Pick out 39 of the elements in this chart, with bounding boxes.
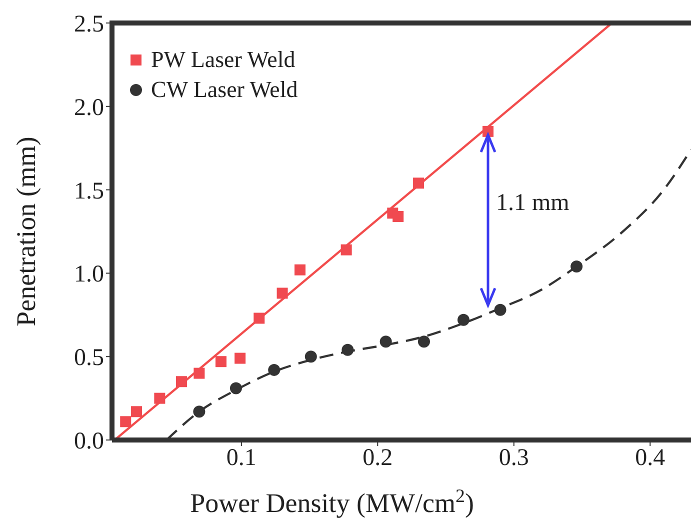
point — [570, 260, 583, 273]
point — [254, 312, 265, 324]
legend-label: PW Laser Weld — [151, 46, 296, 74]
point — [494, 304, 506, 316]
x-axis-title: Power Density (MW/cm$^{2}$) — [190, 486, 474, 518]
point — [268, 364, 280, 376]
x-tick-label: 0.2 — [362, 445, 393, 472]
legend-label: CW Laser Weld — [151, 76, 298, 104]
point — [176, 376, 187, 388]
point — [154, 392, 166, 404]
y-tick-label: 0.0 — [74, 428, 104, 455]
point — [413, 178, 424, 189]
point — [230, 382, 242, 394]
point — [342, 344, 354, 356]
point — [131, 406, 142, 418]
point — [215, 356, 226, 368]
y-tick-label: 1.0 — [74, 262, 104, 288]
annotation: 1.1 mm — [496, 190, 570, 216]
point — [194, 368, 205, 379]
x-tick-label: 0.3 — [498, 445, 529, 472]
point — [294, 264, 306, 276]
y-axis-title: Penetration (mm) — [11, 136, 41, 326]
point — [304, 350, 317, 363]
point — [193, 406, 206, 418]
x-tick-label: 0.1 — [226, 445, 256, 472]
x-tick-label: 0.4 — [635, 445, 666, 472]
point — [120, 416, 132, 428]
point — [276, 288, 288, 299]
point — [457, 314, 470, 326]
y-tick-label: 0.5 — [74, 345, 104, 372]
point — [234, 352, 246, 364]
y-tick-label: 2.5 — [74, 12, 104, 38]
point — [418, 336, 430, 348]
y-tick-label: 1.5 — [74, 178, 104, 204]
point — [392, 210, 404, 222]
point — [380, 336, 392, 348]
point — [482, 126, 494, 137]
y-tick-label: 2.0 — [74, 94, 104, 121]
point — [340, 244, 352, 256]
